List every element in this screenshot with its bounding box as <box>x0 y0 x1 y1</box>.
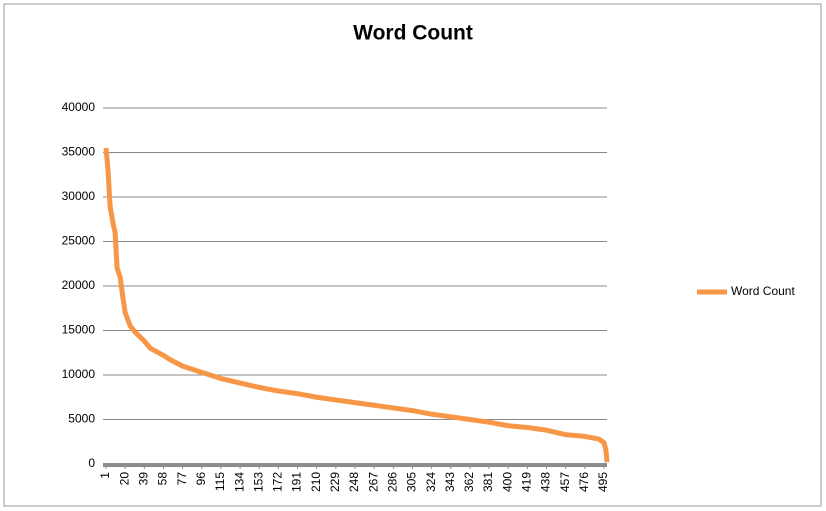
x-tick-label: 419 <box>520 472 534 492</box>
y-tick-label: 25000 <box>62 234 96 248</box>
x-tick-label: 381 <box>481 472 495 492</box>
y-tick-label: 10000 <box>62 367 96 381</box>
y-tick-label: 20000 <box>62 278 96 292</box>
x-tick-label: 77 <box>175 472 189 486</box>
y-tick-label: 30000 <box>62 189 96 203</box>
x-tick-label: 400 <box>500 472 514 492</box>
y-tick-label: 0 <box>88 456 95 470</box>
x-tick-label: 96 <box>194 472 208 486</box>
x-tick-label: 495 <box>596 472 610 492</box>
legend-label: Word Count <box>731 284 795 298</box>
x-tick-label: 248 <box>347 472 361 492</box>
x-tick-label: 210 <box>309 472 323 492</box>
x-tick-label: 438 <box>539 472 553 492</box>
x-tick-label: 324 <box>424 472 438 492</box>
y-tick-label: 35000 <box>62 145 96 159</box>
x-tick-label: 1 <box>98 472 112 479</box>
x-tick-label: 229 <box>328 472 342 492</box>
x-tick-label: 267 <box>366 472 380 492</box>
x-tick-label: 39 <box>136 472 150 486</box>
x-tick-label: 20 <box>117 472 131 486</box>
x-tick-label: 362 <box>462 472 476 492</box>
x-tick-label: 134 <box>232 472 246 492</box>
y-tick-label: 40000 <box>62 100 96 114</box>
data-line <box>103 147 610 463</box>
chart-frame <box>3 3 822 507</box>
x-tick-label: 457 <box>558 472 572 492</box>
x-tick-label: 286 <box>385 472 399 492</box>
x-tick-label: 153 <box>251 472 265 492</box>
x-tick-label: 305 <box>405 472 419 492</box>
x-tick-label: 343 <box>443 472 457 492</box>
x-tick-label: 115 <box>213 472 227 491</box>
y-tick-label: 15000 <box>62 323 96 337</box>
chart-title: Word Count <box>353 22 473 45</box>
x-tick-label: 172 <box>271 472 285 492</box>
x-tick-label: 58 <box>156 472 170 486</box>
x-tick-label: 476 <box>577 472 591 492</box>
y-tick-label: 5000 <box>68 412 95 426</box>
x-tick-label: 191 <box>290 472 304 492</box>
